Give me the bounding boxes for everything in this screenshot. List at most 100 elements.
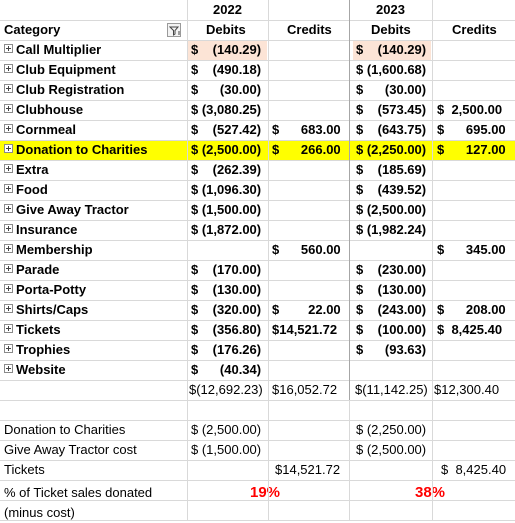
total-debit-2023[interactable]: $(11,142.25) [355, 382, 428, 397]
row-category[interactable]: Parade [0, 260, 59, 280]
debit-2023-cell[interactable]: $ (100.00) [356, 322, 427, 337]
debit-2022-cell[interactable]: $ (140.29) [191, 42, 262, 57]
debit-2022-cell[interactable]: $ (262.39) [191, 162, 262, 177]
expand-icon[interactable] [4, 44, 13, 53]
expand-icon[interactable] [4, 364, 13, 373]
summary-tickets-label[interactable]: Tickets [4, 462, 45, 477]
summary-tractor-label[interactable]: Give Away Tractor cost [4, 442, 137, 457]
expand-icon[interactable] [4, 164, 13, 173]
row-category[interactable]: Cornmeal [0, 120, 76, 140]
credit-2023-cell[interactable]: $ 345.00 [437, 242, 506, 257]
row-category[interactable]: Call Multiplier [0, 40, 101, 60]
credit-2023-cell[interactable]: $ 208.00 [437, 302, 506, 317]
summary-donation-label[interactable]: Donation to Charities [4, 422, 126, 437]
expand-icon[interactable] [4, 184, 13, 193]
summary-tractor-2023[interactable]: $ (2,500.00) [356, 442, 427, 457]
debit-2022-cell[interactable]: $ (1,096.30) [191, 182, 262, 197]
credit-2022-cell[interactable]: $ 266.00 [272, 142, 341, 157]
credit-2022-cell[interactable]: $ 683.00 [272, 122, 341, 137]
grid-line [0, 180, 515, 181]
debit-2022-cell[interactable]: $ (2,500.00) [191, 142, 262, 157]
header-debits-2023: Debits [371, 22, 411, 37]
debit-2023-cell[interactable]: $ (643.75) [356, 122, 427, 137]
row-category[interactable]: Membership [0, 240, 93, 260]
summary-pct-label[interactable]: % of Ticket sales donated [4, 485, 153, 500]
credit-2023-cell[interactable]: $ 8,425.40 [437, 322, 503, 337]
expand-icon[interactable] [4, 264, 13, 273]
expand-icon[interactable] [4, 324, 13, 333]
debit-2022-cell[interactable]: $ (320.00) [191, 302, 262, 317]
debit-2023-cell[interactable]: $ (573.45) [356, 102, 427, 117]
row-category[interactable]: Club Registration [0, 80, 124, 100]
debit-2022-cell[interactable]: $ (490.18) [191, 62, 262, 77]
row-category[interactable]: Trophies [0, 340, 70, 360]
expand-icon[interactable] [4, 84, 13, 93]
debit-2023-cell[interactable]: $ (130.00) [356, 282, 427, 297]
summary-minus-cost[interactable]: (minus cost) [4, 505, 75, 520]
expand-icon[interactable] [4, 104, 13, 113]
summary-pct-2023[interactable]: 38% [415, 484, 446, 501]
expand-icon[interactable] [4, 204, 13, 213]
summary-tractor-2022[interactable]: $ (1,500.00) [191, 442, 262, 457]
debit-2022-cell[interactable]: $ (527.42) [191, 122, 262, 137]
row-category[interactable]: Porta-Potty [0, 280, 86, 300]
row-category[interactable]: Give Away Tractor [0, 200, 129, 220]
debit-2022-cell[interactable]: $ (176.26) [191, 342, 262, 357]
grid-line [432, 0, 433, 520]
expand-icon[interactable] [4, 124, 13, 133]
row-category[interactable]: Website [0, 360, 66, 380]
row-category[interactable]: Food [0, 180, 48, 200]
debit-2022-cell[interactable]: $ (3,080.25) [191, 102, 262, 117]
summary-pct-2022[interactable]: 19% [250, 484, 281, 501]
debit-2022-cell[interactable]: $ (170.00) [191, 262, 262, 277]
summary-donation-2022[interactable]: $ (2,500.00) [191, 422, 262, 437]
credit-2023-cell[interactable]: $ 2,500.00 [437, 102, 503, 117]
debit-2023-cell[interactable]: $ (1,982.24) [356, 222, 427, 237]
debit-2023-cell[interactable]: $ (93.63) [356, 342, 427, 357]
total-credit-2023[interactable]: $12,300.40 [434, 382, 500, 397]
debit-2023-cell[interactable]: $ (140.29) [356, 42, 427, 57]
debit-2022-cell[interactable]: $ (30.00) [191, 82, 262, 97]
debit-2022-cell[interactable]: $ (40.34) [191, 362, 262, 377]
credit-2022-cell[interactable]: $ 560.00 [272, 242, 341, 257]
expand-icon[interactable] [4, 144, 13, 153]
debit-2023-cell[interactable]: $ (439.52) [356, 182, 427, 197]
expand-icon[interactable] [4, 64, 13, 73]
debit-2023-cell[interactable]: $ (185.69) [356, 162, 427, 177]
credit-2022-cell[interactable]: $ 22.00 [272, 302, 341, 317]
row-category[interactable]: Shirts/Caps [0, 300, 88, 320]
grid-line [0, 460, 515, 461]
debit-2022-cell[interactable]: $ (1,872.00) [191, 222, 262, 237]
credit-2023-cell[interactable]: $ 695.00 [437, 122, 506, 137]
expand-icon[interactable] [4, 304, 13, 313]
filter-icon[interactable] [167, 23, 181, 37]
debit-2023-cell[interactable]: $ (1,600.68) [356, 62, 427, 77]
row-category[interactable]: Tickets [0, 320, 61, 340]
debit-2023-cell[interactable]: $ (30.00) [356, 82, 427, 97]
debit-2023-cell[interactable]: $ (230.00) [356, 262, 427, 277]
debit-2022-cell[interactable]: $ (130.00) [191, 282, 262, 297]
row-category[interactable]: Clubhouse [0, 100, 83, 120]
total-debit-2022[interactable]: $(12,692.23) [189, 382, 263, 397]
debit-2022-cell[interactable]: $ (356.80) [191, 322, 262, 337]
expand-icon[interactable] [4, 224, 13, 233]
total-credit-2022[interactable]: $16,052.72 [272, 382, 338, 397]
summary-donation-2023[interactable]: $ (2,250.00) [356, 422, 427, 437]
credit-2023-cell[interactable]: $ 127.00 [437, 142, 506, 157]
summary-tickets-2023[interactable]: $ 8,425.40 [441, 462, 507, 477]
expand-icon[interactable] [4, 344, 13, 353]
credit-2022-cell[interactable]: $14,521.72 [272, 322, 338, 337]
debit-2023-cell[interactable]: $ (2,500.00) [356, 202, 427, 217]
expand-icon[interactable] [4, 284, 13, 293]
debit-2022-cell[interactable]: $ (1,500.00) [191, 202, 262, 217]
row-category[interactable]: Club Equipment [0, 60, 116, 80]
summary-tickets-2022[interactable]: $14,521.72 [275, 462, 341, 477]
debit-2023-cell[interactable]: $ (2,250.00) [356, 142, 427, 157]
debit-2023-cell[interactable]: $ (243.00) [356, 302, 427, 317]
expand-icon[interactable] [4, 244, 13, 253]
row-category-label: Tickets [16, 322, 61, 337]
row-category[interactable]: Insurance [0, 220, 77, 240]
row-category[interactable]: Extra [0, 160, 49, 180]
row-category[interactable]: Donation to Charities [0, 140, 147, 160]
